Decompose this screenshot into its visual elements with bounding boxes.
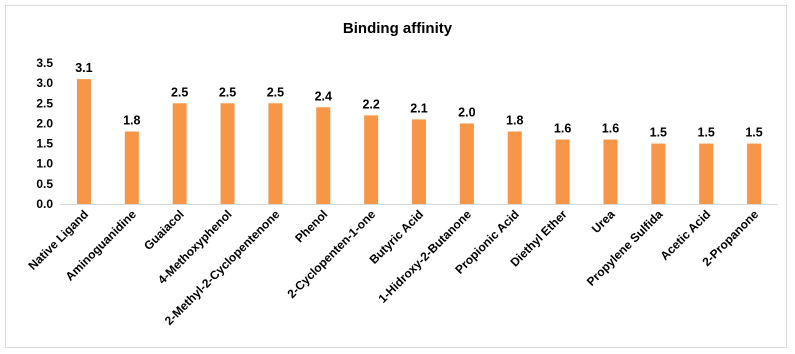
category-label: Phenol [292, 207, 330, 245]
bar [172, 103, 187, 204]
y-tick-label: 0.5 [36, 177, 53, 191]
data-label: 1.6 [602, 122, 619, 136]
bar [76, 79, 91, 204]
bar [124, 131, 139, 204]
data-label: 1.8 [506, 113, 523, 127]
bar [603, 139, 618, 204]
y-tick-label: 2.5 [36, 96, 53, 110]
data-label: 2.5 [219, 85, 236, 99]
data-label: 2.4 [315, 89, 332, 103]
chart-title: Binding affinity [342, 20, 453, 37]
bar [459, 123, 474, 204]
y-tick-label: 1.5 [36, 137, 53, 151]
category-label: 1-Hidroxy-2-Butanone [375, 207, 474, 306]
bar [555, 139, 570, 204]
bar [268, 103, 283, 204]
y-tick-label: 3.0 [36, 76, 53, 90]
data-label: 2.2 [362, 97, 379, 111]
data-label: 2.5 [171, 85, 188, 99]
bar [699, 143, 714, 204]
data-label: 1.8 [123, 113, 140, 127]
bar [507, 131, 522, 204]
data-label: 3.1 [75, 61, 92, 75]
y-tick-label: 3.5 [36, 56, 53, 70]
bar [316, 107, 331, 204]
category-label: Urea [589, 207, 618, 236]
bar [412, 119, 426, 204]
bar [651, 143, 666, 204]
data-label: 1.5 [698, 126, 715, 140]
y-tick-label: 1.0 [36, 157, 53, 171]
bar [220, 103, 235, 204]
bar [747, 143, 762, 204]
data-label: 2.0 [458, 105, 475, 119]
category-label: Guaiacol [141, 207, 187, 253]
data-label: 1.5 [650, 126, 667, 140]
data-label: 1.5 [745, 126, 762, 140]
y-tick-label: 2.0 [36, 116, 53, 130]
data-label: 1.6 [554, 122, 571, 136]
category-label: 2-Cyclopenten-1-one [284, 207, 378, 301]
y-tick-label: 0.0 [36, 197, 53, 211]
bar [364, 115, 379, 204]
data-label: 2.1 [410, 101, 427, 115]
data-label: 2.5 [267, 85, 284, 99]
